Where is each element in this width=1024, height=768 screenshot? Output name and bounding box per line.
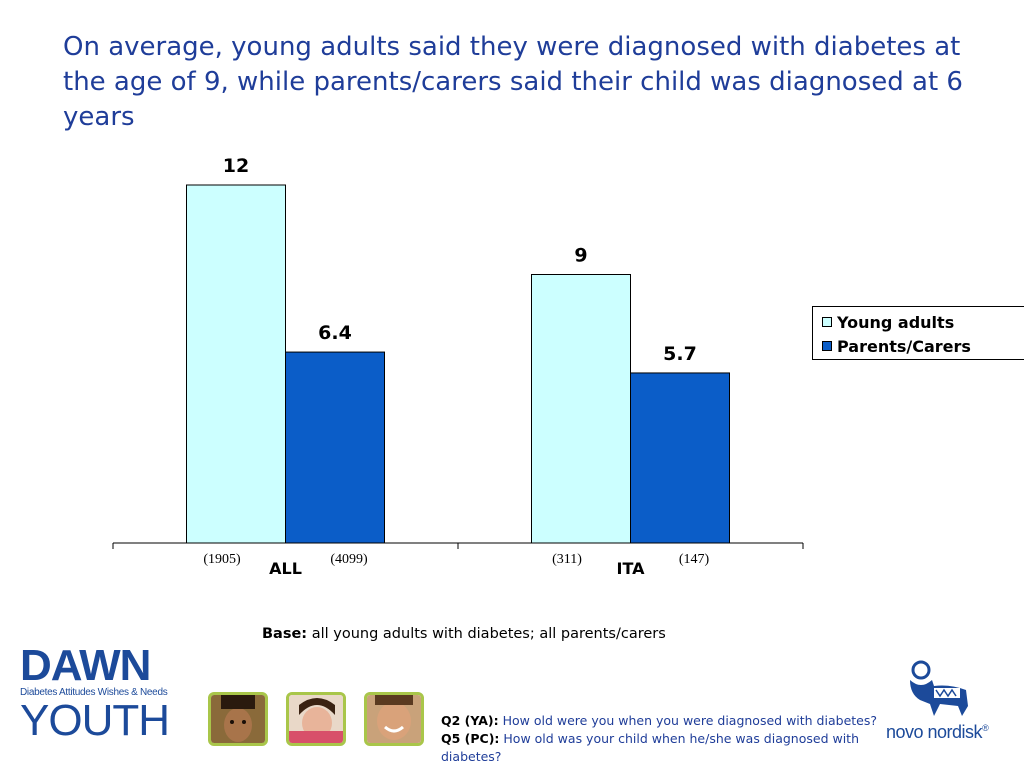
legend-item-parents-carers: Parents/Carers: [822, 334, 1024, 358]
novo-nordisk-name: novo nordisk: [886, 722, 983, 742]
page-title: On average, young adults said they were …: [63, 32, 963, 132]
registered-mark: ®: [982, 723, 989, 733]
base-label: Base:: [262, 626, 308, 642]
dawn-logo-subtitle: Diabetes Attitudes Wishes & Needs: [20, 687, 168, 698]
photo-child-1: [208, 692, 268, 746]
bar-all-1: [285, 351, 385, 544]
dawn-logo-youth: YOUTH: [20, 696, 170, 745]
chart-legend: Young adults Parents/Carers: [812, 306, 1024, 360]
q5-label: Q5 (PC):: [441, 731, 500, 746]
category-label-ita: ITA: [616, 559, 645, 578]
dawn-logo-title: DAWN: [20, 641, 151, 690]
base-count-all-1: (4099): [330, 552, 368, 567]
data-label-ita-1: 5.7: [663, 343, 697, 365]
base-count-ita-0: (311): [552, 552, 582, 567]
bar-ita-0: [531, 274, 631, 544]
q5-text: How old was your child when he/she was d…: [441, 731, 860, 764]
bar-all-0: [186, 184, 286, 544]
dawn-youth-logo: DAWN Diabetes Attitudes Wishes & Needs Y…: [20, 641, 195, 750]
novo-nordisk-wordmark: novo nordisk®: [886, 722, 989, 743]
legend-swatch-young-adults: [822, 317, 832, 327]
legend-swatch-parents-carers: [822, 341, 832, 351]
data-label-ita-0: 9: [574, 245, 587, 267]
photo-child-2: [286, 692, 346, 746]
category-label-all: ALL: [269, 559, 302, 578]
legend-label-parents-carers: Parents/Carers: [837, 336, 971, 356]
novo-nordisk-logo: [880, 660, 1010, 760]
legend-item-young-adults: Young adults: [822, 310, 1024, 334]
base-text: all young adults with diabetes; all pare…: [307, 626, 666, 642]
data-label-all-1: 6.4: [318, 322, 352, 344]
bar-ita-1: [630, 372, 730, 544]
base-note: Base: all young adults with diabetes; al…: [262, 626, 666, 642]
q2-text: How old were you when you were diagnosed…: [498, 713, 877, 728]
q2-label: Q2 (YA):: [441, 713, 499, 728]
base-count-ita-1: (147): [679, 552, 710, 567]
data-label-all-0: 12: [223, 155, 249, 177]
question-footnote: Q2 (YA): How old were you when you were …: [441, 712, 891, 766]
apis-bull-icon: [910, 660, 968, 716]
legend-label-young-adults: Young adults: [837, 312, 955, 332]
photo-child-3: [364, 692, 424, 746]
base-count-all-0: (1905): [203, 552, 241, 567]
